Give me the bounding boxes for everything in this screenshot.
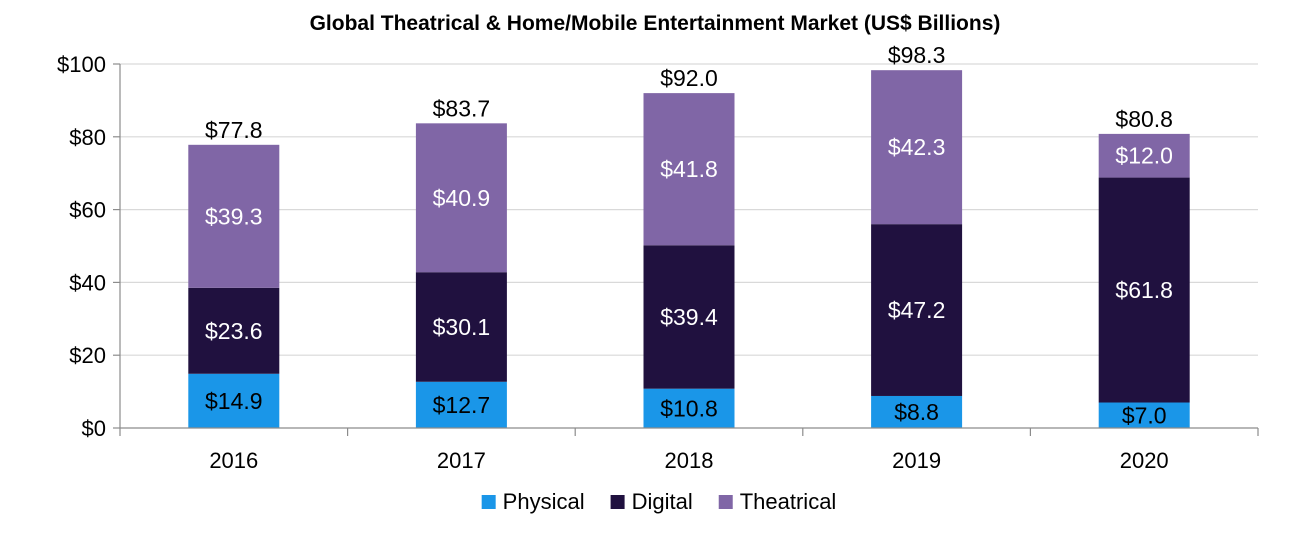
bar-theatrical-2020 [1098,133,1190,178]
x-tick-label: 2017 [437,448,486,473]
bar-digital-2019 [871,224,963,396]
bar-physical-2016 [188,373,280,428]
legend-label-theatrical: Theatrical [740,489,837,514]
bar-theatrical-2018 [643,93,735,246]
data-label-theatrical: $39.3 [205,203,263,229]
data-label-physical: $7.0 [1122,402,1167,428]
x-tick-label: 2019 [892,448,941,473]
bar-theatrical-2017 [415,123,507,273]
x-tick-label: 2018 [665,448,714,473]
data-label-theatrical: $41.8 [660,156,718,182]
y-tick-label: $60 [69,198,106,223]
axes: $0 $20 $40 $60 $80 $100 2016 2017 2018 2019 2020 [57,52,1259,473]
total-label: $77.8 [205,117,263,143]
bar-digital-2016 [188,287,280,374]
y-tick-label: $40 [69,270,106,295]
data-label-theatrical: $40.9 [433,185,491,211]
y-tick-label: $20 [69,343,106,368]
data-label-physical: $12.7 [433,392,491,418]
data-label-physical: $10.8 [660,395,718,421]
bars: $14.9 $23.6 $39.3 $77.8 $12.7 $30.1 $40.9 $83.7… [188,42,1190,428]
legend-label-physical: Physical [503,489,585,514]
bar-physical-2019 [871,395,963,428]
bar-physical-2018 [643,388,735,428]
bar-digital-2020 [1098,177,1190,403]
data-label-theatrical: $42.3 [888,134,946,160]
legend-swatch-physical [481,495,496,509]
legend-label-digital: Digital [632,489,693,514]
data-label-theatrical: $12.0 [1115,143,1173,169]
total-label: $98.3 [888,42,946,68]
total-label: $80.8 [1115,106,1173,132]
data-label-digital: $39.4 [660,304,718,330]
y-tick-label: $0 [82,416,106,441]
x-tick-label: 2016 [209,448,258,473]
bar-theatrical-2016 [188,144,280,288]
bar-theatrical-2019 [871,70,963,225]
bar-digital-2017 [415,272,507,382]
y-tick-label: $80 [69,125,106,150]
legend-swatch-theatrical [718,495,733,509]
data-label-digital: $23.6 [205,318,263,344]
bar-physical-2020 [1098,402,1190,428]
total-label: $92.0 [660,65,718,91]
data-label-digital: $61.8 [1115,277,1173,303]
chart-title: Global Theatrical & Home/Mobile Entertai… [310,12,1001,35]
bar-digital-2018 [643,245,735,389]
legend: Physical Digital Theatrical [481,489,837,514]
y-tick-label: $100 [57,52,106,77]
bar-physical-2017 [415,381,507,428]
x-tick-label: 2020 [1120,448,1169,473]
data-label-digital: $30.1 [433,314,491,340]
legend-swatch-digital [610,495,625,509]
data-label-digital: $47.2 [888,297,946,323]
data-label-physical: $8.8 [894,399,939,425]
total-label: $83.7 [433,95,491,121]
data-label-physical: $14.9 [205,388,263,414]
